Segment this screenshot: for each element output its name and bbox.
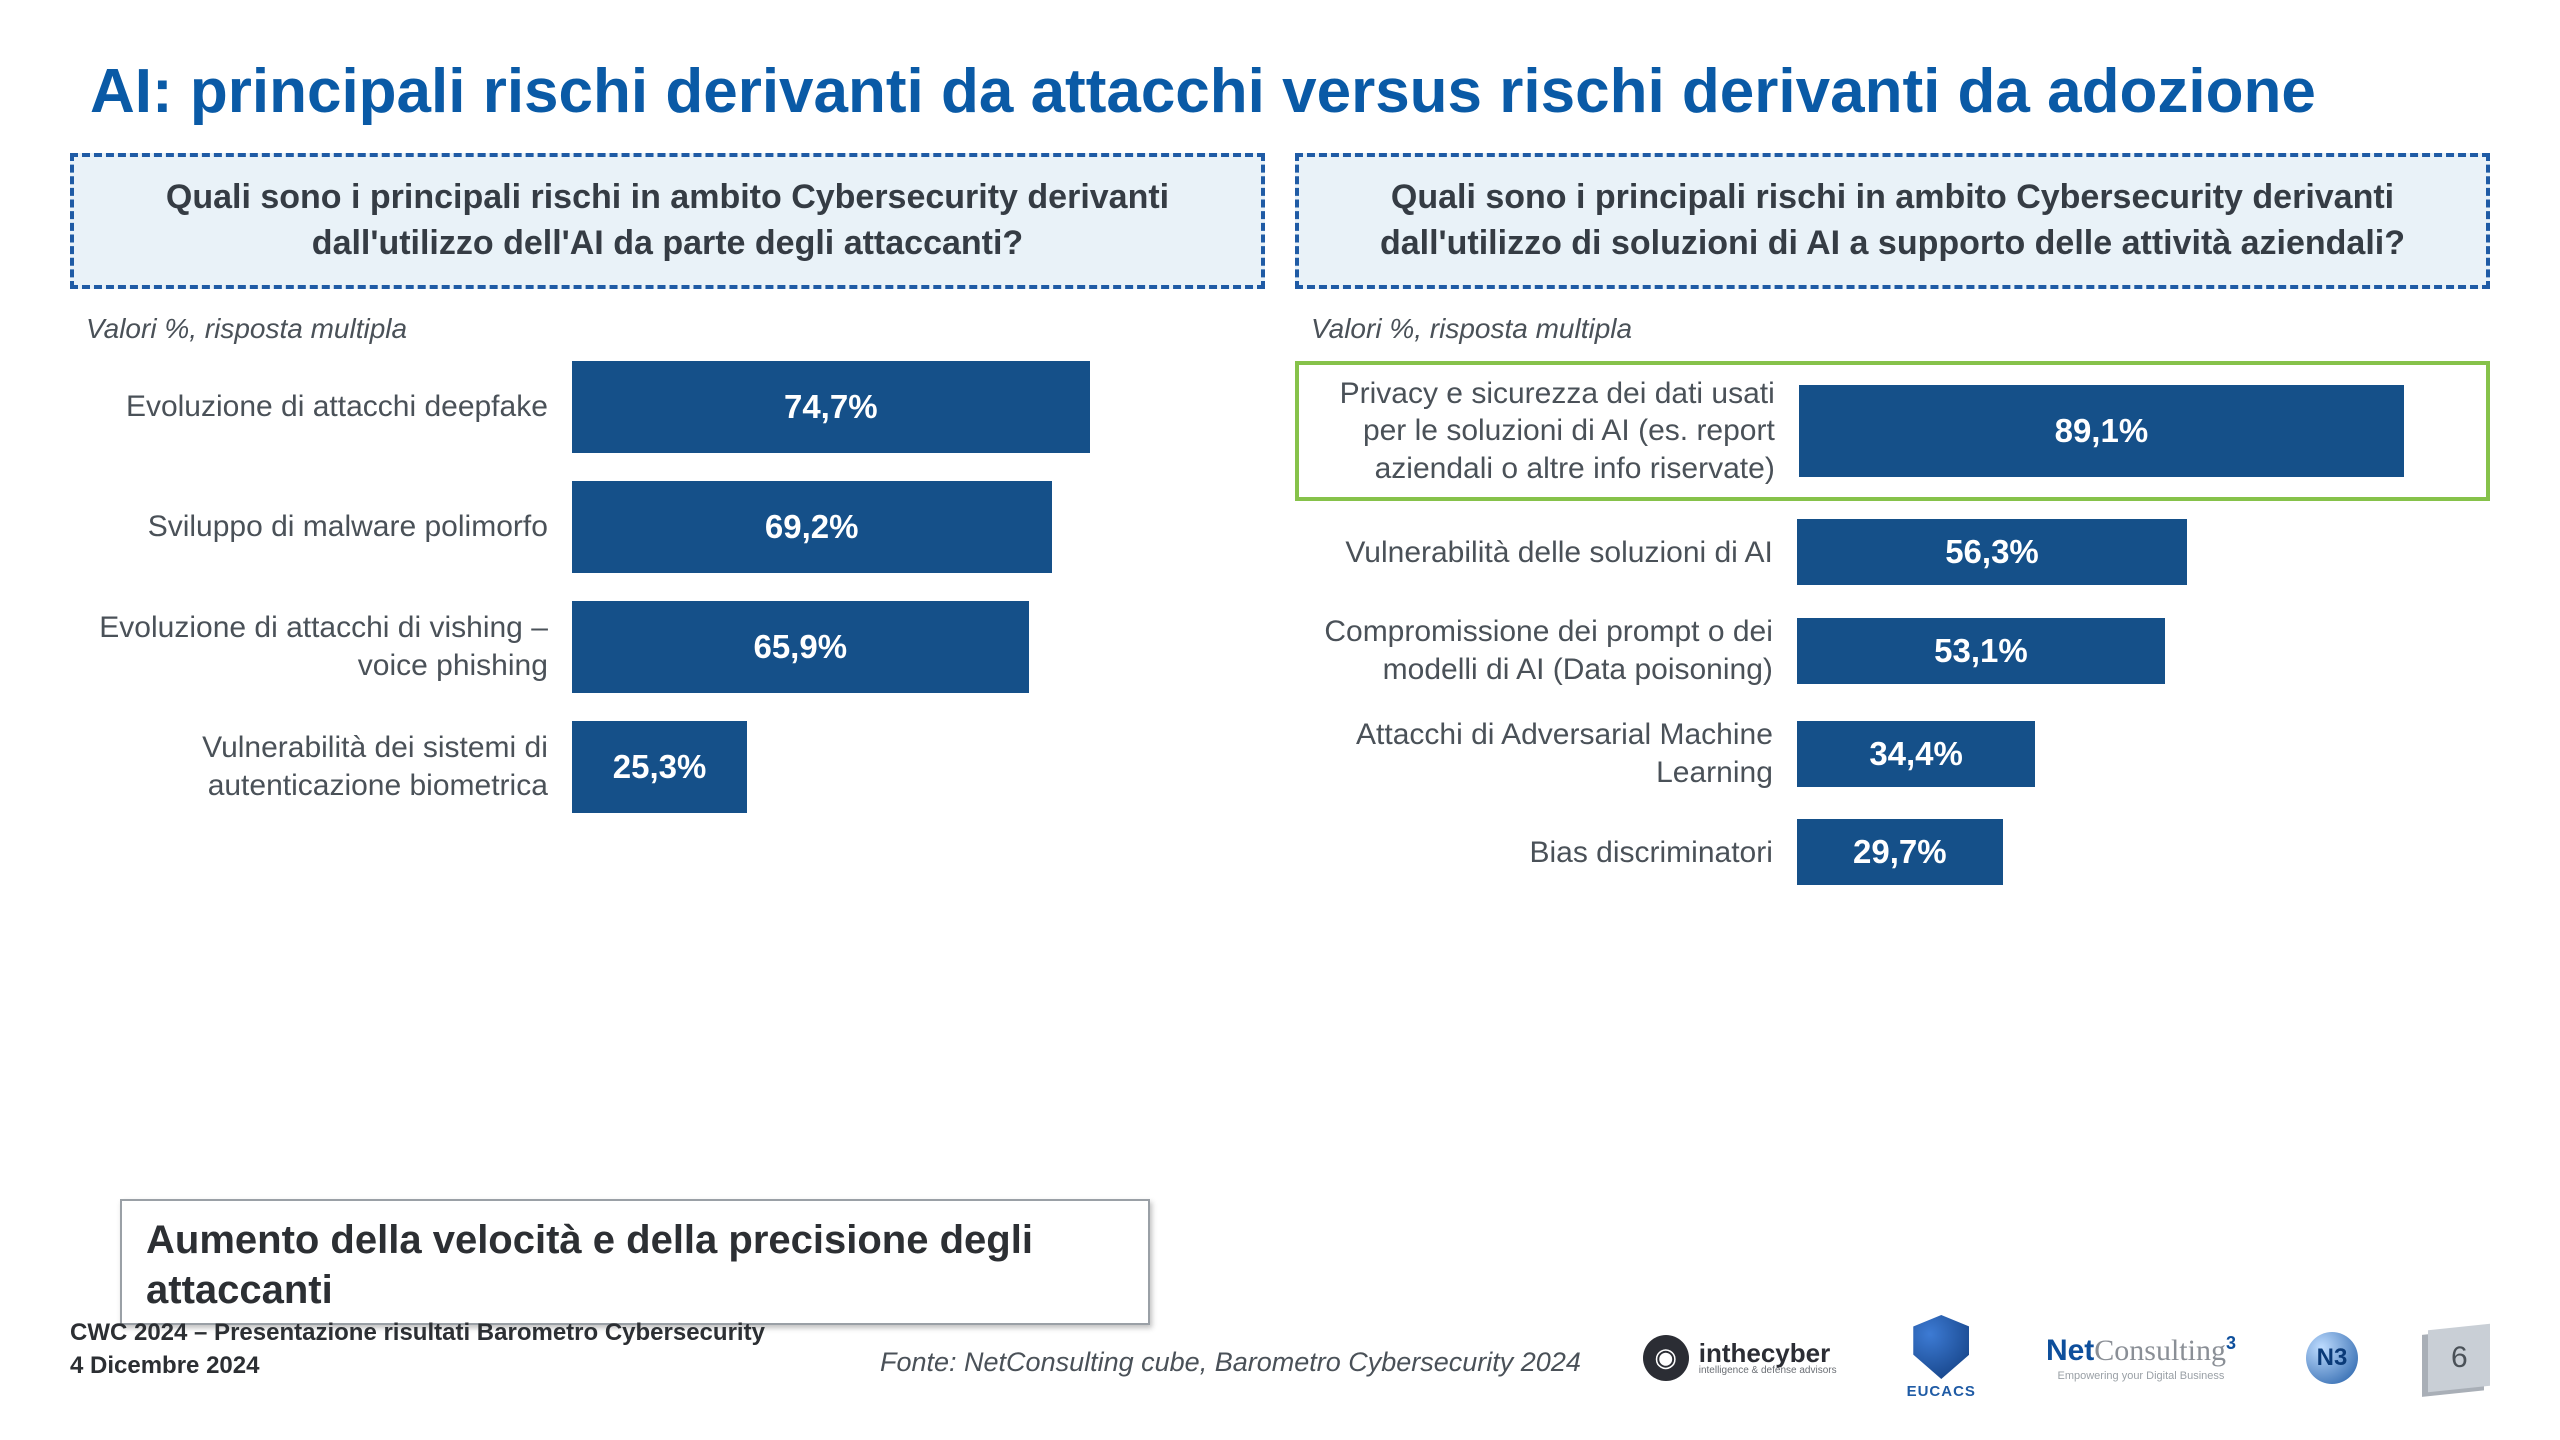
bar-label: Vulnerabilità delle soluzioni di AI: [1295, 534, 1797, 572]
bar-area: 65,9%: [572, 601, 1265, 693]
bar-label: Privacy e sicurezza dei dati usati per l…: [1307, 375, 1799, 488]
cube-icon: 6: [2428, 1323, 2490, 1392]
bar-row: Privacy e sicurezza dei dati usati per l…: [1295, 361, 2490, 502]
bar: 65,9%: [572, 601, 1029, 693]
panels-row: Quali sono i principali rischi in ambito…: [70, 153, 2490, 913]
bar-row: Sviluppo di malware polimorfo69,2%: [70, 481, 1265, 573]
bar-area: 34,4%: [1797, 721, 2490, 787]
bar-label: Attacchi di Adversarial Machine Learning: [1295, 716, 1797, 791]
bar-row: Evoluzione di attacchi deepfake74,7%: [70, 361, 1265, 453]
logo-n3: N3: [2306, 1332, 2358, 1384]
bar: 53,1%: [1797, 618, 2165, 684]
bar: 56,3%: [1797, 519, 2187, 585]
bar: 69,2%: [572, 481, 1052, 573]
swirl-icon: ◉: [1643, 1335, 1689, 1381]
callout-box: Aumento della velocità e della precision…: [120, 1199, 1150, 1325]
logo-inthecyber: ◉ inthecyber intelligence & defense advi…: [1643, 1335, 1837, 1381]
panel-left-question: Quali sono i principali rischi in ambito…: [70, 153, 1265, 289]
bar: 29,7%: [1797, 819, 2003, 885]
bar-label: Evoluzione di attacchi deepfake: [70, 388, 572, 426]
netc-sup: 3: [2226, 1333, 2236, 1353]
bar-row: Vulnerabilità delle soluzioni di AI56,3%: [1295, 519, 2490, 585]
source-text: Fonte: NetConsulting cube, Barometro Cyb…: [880, 1347, 1581, 1378]
slide-title: AI: principali rischi derivanti da attac…: [90, 55, 2470, 128]
bar: 25,3%: [572, 721, 747, 813]
bar-row: Vulnerabilità dei sistemi di autenticazi…: [70, 721, 1265, 813]
page-number: 6: [2451, 1341, 2468, 1375]
footer-line2: 4 Dicembre 2024: [70, 1350, 765, 1382]
bar-area: 69,2%: [572, 481, 1265, 573]
panel-right-note: Valori %, risposta multipla: [1311, 313, 2490, 345]
sphere-icon: N3: [2306, 1332, 2358, 1384]
eucacs-text: EUCACS: [1907, 1383, 1976, 1400]
chart-left: Evoluzione di attacchi deepfake74,7% Svil…: [70, 361, 1265, 841]
bar: 74,7%: [572, 361, 1090, 453]
bar-row: Compromissione dei prompt o dei modelli …: [1295, 613, 2490, 688]
footer-left: CWC 2024 – Presentazione risultati Barom…: [70, 1317, 765, 1382]
bar-row: Bias discriminatori29,7%: [1295, 819, 2490, 885]
shield-icon: [1913, 1315, 1969, 1379]
panel-right-question: Quali sono i principali rischi in ambito…: [1295, 153, 2490, 289]
netc-sub: Empowering your Digital Business: [2058, 1370, 2225, 1382]
logos-row: ◉ inthecyber intelligence & defense advi…: [1643, 1315, 2490, 1400]
bar: 34,4%: [1797, 721, 2035, 787]
netc-net: Net: [2046, 1334, 2094, 1367]
bar-area: 56,3%: [1797, 519, 2490, 585]
netc-consulting: Consulting: [2094, 1334, 2226, 1367]
bar-row: Attacchi di Adversarial Machine Learning…: [1295, 716, 2490, 791]
bar-label: Sviluppo di malware polimorfo: [70, 508, 572, 546]
slide: AI: principali rischi derivanti da attac…: [0, 0, 2560, 1440]
bar-row: Evoluzione di attacchi di vishing – voic…: [70, 601, 1265, 693]
page-cube: 6: [2428, 1327, 2490, 1389]
inthecyber-text: inthecyber: [1699, 1340, 1837, 1366]
bar-label: Vulnerabilità dei sistemi di autenticazi…: [70, 729, 572, 804]
logo-netconsulting: NetConsulting3 Empowering your Digital B…: [2046, 1333, 2236, 1382]
chart-right: Privacy e sicurezza dei dati usati per l…: [1295, 361, 2490, 914]
bar-area: 25,3%: [572, 721, 1265, 813]
bar-area: 53,1%: [1797, 618, 2490, 684]
panel-right: Quali sono i principali rischi in ambito…: [1295, 153, 2490, 913]
bar-label: Compromissione dei prompt o dei modelli …: [1295, 613, 1797, 688]
bar-area: 29,7%: [1797, 819, 2490, 885]
footer-line1: CWC 2024 – Presentazione risultati Barom…: [70, 1317, 765, 1349]
panel-left: Quali sono i principali rischi in ambito…: [70, 153, 1265, 913]
logo-eucacs: EUCACS: [1907, 1315, 1976, 1400]
bar-label: Bias discriminatori: [1295, 834, 1797, 872]
panel-left-note: Valori %, risposta multipla: [86, 313, 1265, 345]
bar-area: 89,1%: [1799, 385, 2478, 477]
bar: 89,1%: [1799, 385, 2404, 477]
bar-label: Evoluzione di attacchi di vishing – voic…: [70, 609, 572, 684]
bar-area: 74,7%: [572, 361, 1265, 453]
inthecyber-sub: intelligence & defense advisors: [1699, 1366, 1837, 1376]
